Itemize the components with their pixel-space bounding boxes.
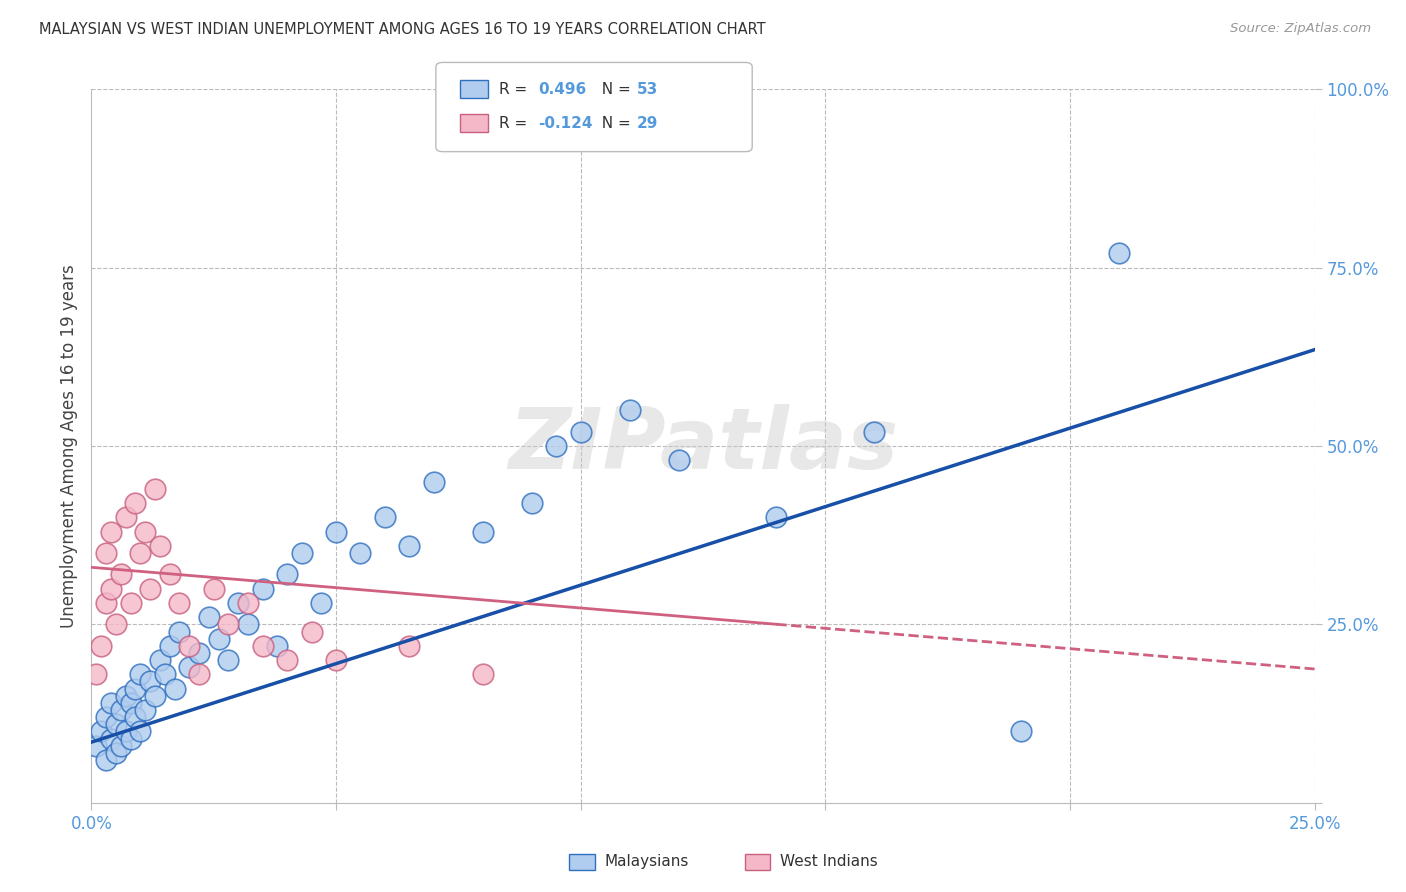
Point: [291, 546, 314, 560]
Point: [110, 739, 132, 753]
Point: [188, 646, 211, 660]
Text: Source: ZipAtlas.com: Source: ZipAtlas.com: [1230, 22, 1371, 36]
Point: [94, 596, 117, 610]
Point: [104, 746, 127, 760]
Point: [765, 510, 787, 524]
Point: [188, 667, 211, 681]
Point: [276, 653, 298, 667]
Point: [266, 639, 288, 653]
Point: [120, 596, 142, 610]
Point: [94, 546, 117, 560]
Point: [149, 653, 172, 667]
Text: N =: N =: [592, 82, 636, 96]
Point: [471, 524, 494, 539]
Point: [236, 596, 259, 610]
Point: [159, 639, 181, 653]
Point: [134, 703, 156, 717]
Point: [1010, 724, 1032, 739]
Point: [252, 582, 274, 596]
Point: [110, 567, 132, 582]
Point: [226, 596, 249, 610]
Point: [569, 425, 592, 439]
Point: [100, 696, 122, 710]
Text: MALAYSIAN VS WEST INDIAN UNEMPLOYMENT AMONG AGES 16 TO 19 YEARS CORRELATION CHAR: MALAYSIAN VS WEST INDIAN UNEMPLOYMENT AM…: [39, 22, 766, 37]
Point: [153, 667, 176, 681]
Point: [398, 639, 420, 653]
Text: 53: 53: [637, 82, 658, 96]
Point: [1108, 246, 1130, 260]
Text: -0.124: -0.124: [538, 116, 593, 130]
Point: [423, 475, 446, 489]
Text: ZIPatlas: ZIPatlas: [508, 404, 898, 488]
Point: [94, 710, 117, 724]
Text: N =: N =: [592, 116, 636, 130]
Point: [301, 624, 323, 639]
Text: Malaysians: Malaysians: [605, 855, 689, 869]
Point: [100, 524, 122, 539]
Point: [236, 617, 259, 632]
Point: [374, 510, 396, 524]
Point: [90, 639, 112, 653]
Text: 29: 29: [637, 116, 658, 130]
Point: [169, 596, 191, 610]
Point: [169, 624, 191, 639]
Point: [114, 510, 136, 524]
Point: [124, 496, 146, 510]
Point: [100, 582, 122, 596]
Point: [114, 724, 136, 739]
Point: [84, 667, 107, 681]
Point: [159, 567, 181, 582]
Point: [179, 660, 201, 674]
Point: [104, 717, 127, 731]
Point: [143, 689, 166, 703]
Point: [349, 546, 371, 560]
Point: [139, 674, 162, 689]
Point: [863, 425, 886, 439]
Point: [94, 753, 117, 767]
Point: [520, 496, 543, 510]
Text: R =: R =: [499, 116, 533, 130]
Point: [217, 653, 239, 667]
Point: [124, 710, 146, 724]
Point: [163, 681, 186, 696]
Point: [276, 567, 298, 582]
Point: [104, 617, 127, 632]
Point: [90, 724, 112, 739]
Point: [179, 639, 201, 653]
Point: [217, 617, 239, 632]
Y-axis label: Unemployment Among Ages 16 to 19 years: Unemployment Among Ages 16 to 19 years: [59, 264, 77, 628]
Point: [202, 582, 225, 596]
Point: [120, 731, 142, 746]
Point: [114, 689, 136, 703]
Point: [471, 667, 494, 681]
Point: [149, 539, 172, 553]
Point: [546, 439, 568, 453]
Point: [134, 524, 156, 539]
Point: [311, 596, 333, 610]
Point: [143, 482, 166, 496]
Point: [398, 539, 420, 553]
Point: [129, 724, 152, 739]
Point: [668, 453, 690, 467]
Point: [198, 610, 221, 624]
Point: [110, 703, 132, 717]
Point: [129, 546, 152, 560]
Text: West Indians: West Indians: [780, 855, 879, 869]
Point: [124, 681, 146, 696]
Point: [84, 739, 107, 753]
Text: R =: R =: [499, 82, 533, 96]
Point: [139, 582, 162, 596]
Point: [619, 403, 641, 417]
Text: 0.496: 0.496: [538, 82, 586, 96]
Point: [129, 667, 152, 681]
Point: [252, 639, 274, 653]
Point: [325, 653, 347, 667]
Point: [120, 696, 142, 710]
Point: [100, 731, 122, 746]
Point: [325, 524, 347, 539]
Point: [207, 632, 229, 646]
